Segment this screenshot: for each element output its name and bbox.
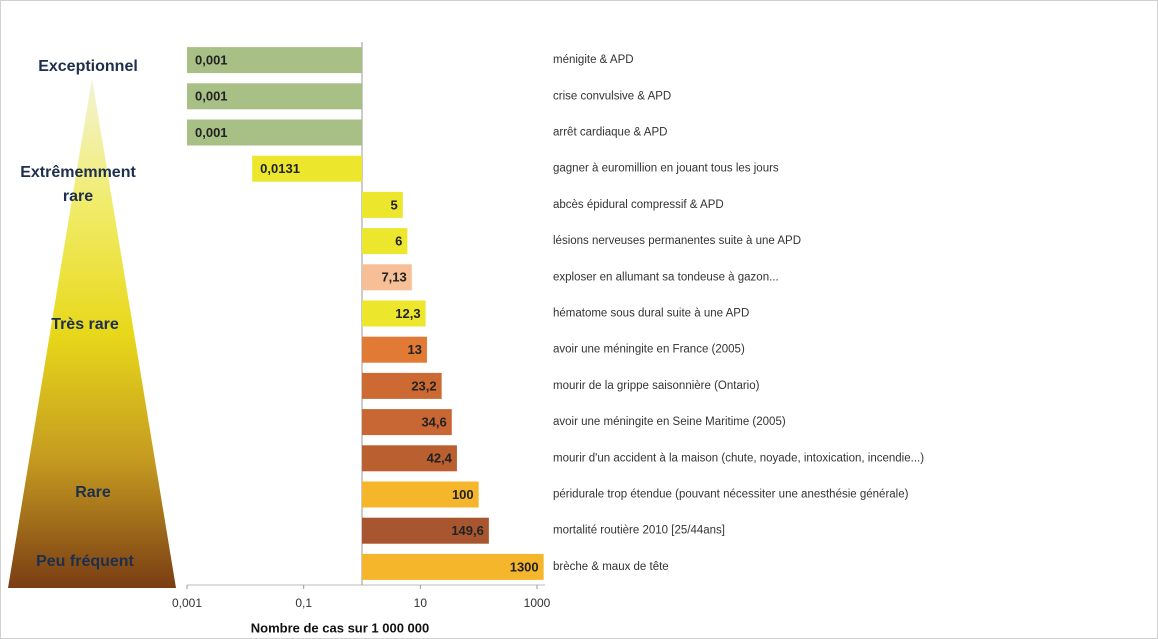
- bar: [187, 119, 362, 146]
- category-label: mourir de la grippe saisonnière (Ontario…: [553, 380, 760, 392]
- bar: [362, 228, 408, 255]
- x-tick-label: 0,001: [172, 596, 202, 610]
- category-label: brèche & maux de tête: [553, 561, 669, 573]
- value-label: 5: [391, 197, 398, 212]
- category-label: mourir d'un accident à la maison (chute,…: [553, 452, 924, 464]
- value-label: 0,001: [195, 53, 228, 68]
- value-label: 0,001: [195, 125, 228, 140]
- bar: [362, 553, 544, 580]
- category-label: mortalité routière 2010 [25/44ans]: [553, 525, 725, 537]
- value-label: 149,6: [451, 523, 484, 538]
- rarity-level: Très rare: [51, 316, 119, 333]
- category-label: avoir une méningite en France (2005): [553, 344, 745, 356]
- bar: [362, 264, 412, 291]
- value-label: 7,13: [381, 270, 406, 285]
- bar: [362, 445, 457, 472]
- rarity-pyramid: [8, 78, 176, 588]
- category-label: arrêt cardiaque & APD: [553, 127, 667, 139]
- bar: [362, 300, 426, 327]
- category-label: hématome sous dural suite à une APD: [553, 308, 749, 320]
- bar: [362, 191, 403, 218]
- bar: [362, 336, 427, 363]
- value-label: 1300: [510, 559, 539, 574]
- bar: [362, 481, 479, 508]
- category-label: ménigite & APD: [553, 54, 634, 66]
- bar: [362, 517, 489, 544]
- value-label: 0,0131: [260, 161, 300, 176]
- x-tick-label: 1000: [524, 596, 551, 610]
- x-axis-label: Nombre de cas sur 1 000 000: [251, 620, 430, 635]
- value-label: 23,2: [411, 378, 436, 393]
- category-label: péridurale trop étendue (pouvant nécessi…: [553, 489, 909, 501]
- rarity-level: Rare: [75, 484, 111, 501]
- bar: [187, 47, 362, 74]
- value-label: 13: [408, 342, 422, 357]
- value-label: 6: [395, 234, 402, 249]
- rarity-level: Extrêmemment rare: [20, 164, 136, 205]
- category-label: avoir une méningite en Seine Maritime (2…: [553, 416, 786, 428]
- x-tick-label: 0,1: [295, 596, 312, 610]
- rarity-level: Exceptionnel: [38, 58, 138, 75]
- x-tick-label: 10: [414, 596, 428, 610]
- category-label: exploser en allumant sa tondeuse à gazon…: [553, 271, 779, 283]
- value-label: 0,001: [195, 89, 228, 104]
- bar: [252, 155, 362, 182]
- bar: [362, 409, 452, 436]
- value-label: 34,6: [421, 415, 446, 430]
- category-label: abcès épidural compressif & APD: [553, 199, 724, 211]
- bar: [362, 372, 442, 399]
- rarity-level: Peu fréquent: [36, 553, 134, 570]
- value-label: 42,4: [427, 451, 453, 466]
- category-label: lésions nerveuses permanentes suite à un…: [553, 235, 801, 247]
- category-label: gagner à euromillion en jouant tous les …: [553, 163, 779, 175]
- category-label: crise convulsive & APD: [553, 90, 671, 102]
- value-label: 12,3: [395, 306, 420, 321]
- value-label: 100: [452, 487, 474, 502]
- bar: [187, 83, 362, 110]
